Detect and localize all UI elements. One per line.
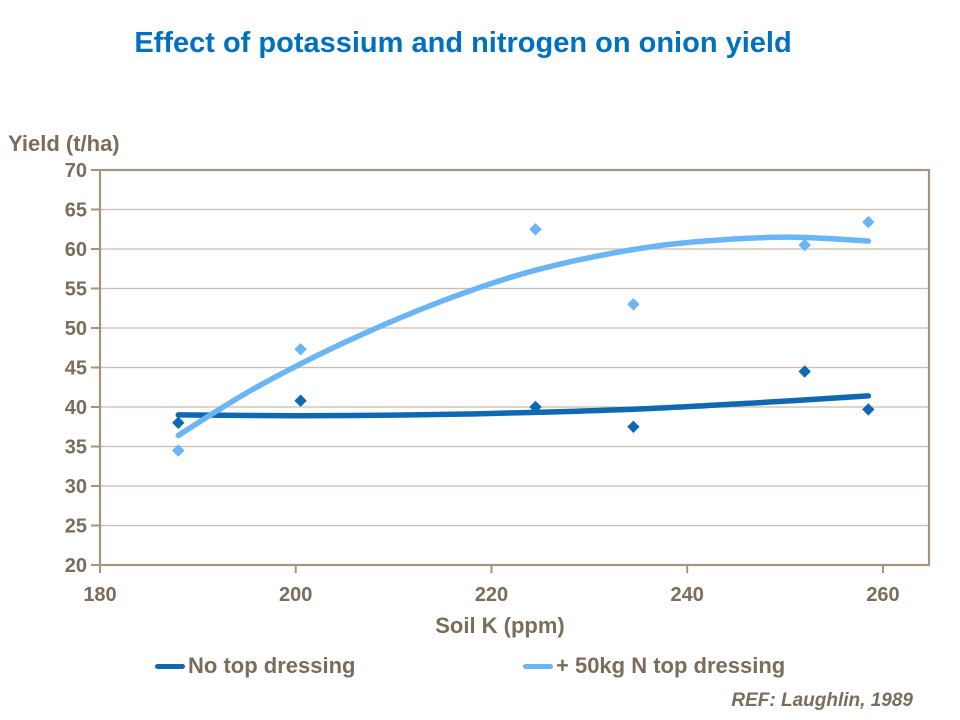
y-tick-label: 55	[65, 279, 87, 301]
x-tick-label: 220	[475, 584, 508, 606]
x-tick-label: 240	[671, 584, 704, 606]
legend-item-no-top-dressing: No top dressing	[155, 652, 355, 680]
data-point	[172, 444, 185, 457]
legend-label: No top dressing	[188, 653, 356, 678]
data-point	[862, 403, 875, 416]
y-tick-label: 30	[65, 476, 87, 498]
data-point	[294, 343, 307, 356]
reference-note: REF: Laughlin, 1989	[731, 690, 913, 711]
x-tick-label: 180	[83, 584, 116, 606]
data-point	[529, 223, 542, 236]
x-tick-label: 200	[279, 584, 312, 606]
y-tick-label: 60	[65, 239, 87, 261]
legend-swatch-n-top-dressing	[523, 663, 553, 669]
y-tick-label: 40	[65, 397, 87, 419]
tick-labels: 20 25 30 35 40 45 50 55 60 65 70 180 200 220 240 260	[65, 160, 900, 606]
legend-label: + 50kg N top dressing	[556, 653, 786, 678]
series-points-50kg-n-top-dressing	[172, 215, 875, 457]
data-point	[294, 394, 307, 407]
trend-line-50kg-n-top-dressing	[175, 234, 872, 439]
plot-border	[98, 168, 931, 567]
y-axis-title: Yield (t/ha)	[8, 131, 120, 156]
x-axis-title: Soil K (ppm)	[435, 613, 565, 638]
data-point	[172, 416, 185, 429]
data-point	[862, 215, 875, 229]
chart-legend: No top dressing + 50kg N top dressing	[0, 652, 960, 680]
trend-line-no-top-dressing	[175, 393, 872, 419]
page-title: Effect of potassium and nitrogen on onio…	[134, 27, 792, 59]
data-point	[798, 238, 811, 252]
data-point	[529, 400, 542, 414]
y-tick-label: 45	[65, 358, 87, 380]
y-tick-label: 70	[65, 160, 87, 182]
data-point	[798, 365, 811, 378]
x-tick-label: 260	[866, 584, 899, 606]
data-point	[627, 298, 640, 311]
data-point	[627, 420, 640, 433]
y-tick-label: 25	[65, 516, 87, 538]
y-tick-label: 50	[65, 318, 87, 340]
series-points-no-top-dressing	[172, 365, 875, 433]
axis-ticks	[91, 169, 884, 573]
legend-swatch-no-top-dressing	[155, 663, 185, 669]
y-tick-label: 20	[65, 555, 87, 577]
y-tick-label: 35	[65, 437, 87, 459]
legend-item-n-top-dressing: + 50kg N top dressing	[523, 652, 785, 680]
y-tick-label: 65	[65, 200, 87, 222]
